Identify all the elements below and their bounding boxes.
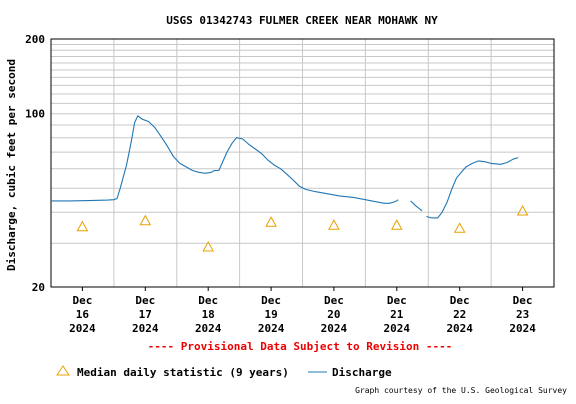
x-axis-ticks: Dec 16 2024 Dec 17 2024 Dec 18 2024 Dec 19 2024 Dec 2… [69, 287, 536, 335]
chart-title: USGS 01342743 FULMER CREEK NEAR MOHAWK N… [166, 14, 438, 27]
x-tick-label: Dec 16 2024 [69, 294, 96, 335]
median-triangle-marker [328, 219, 340, 230]
legend-median-label: Median daily statistic (9 years) [77, 366, 289, 379]
median-triangle-marker [265, 216, 277, 227]
x-tick-label: Dec 21 2024 [384, 294, 411, 335]
x-tick-label: Dec 20 2024 [321, 294, 348, 335]
y-axis-label: Discharge, cubic feet per second [5, 59, 18, 271]
x-tick-label: Dec 19 2024 [258, 294, 285, 335]
y-tick-label: 20 [32, 281, 45, 294]
y-tick-label: 200 [25, 33, 45, 46]
discharge-line [426, 157, 519, 219]
provisional-notice: ---- Provisional Data Subject to Revisio… [148, 340, 453, 353]
x-tick-label: Dec 22 2024 [446, 294, 473, 335]
usgs-credit: Graph courtesy of the U.S. Geological Su… [355, 386, 567, 395]
y-tick-label: 100 [25, 108, 45, 121]
legend-discharge-label: Discharge [332, 366, 392, 379]
grid-lines [51, 39, 554, 287]
median-triangle-marker [453, 222, 466, 233]
discharge-line [51, 115, 399, 204]
median-triangle-marker [390, 219, 403, 230]
x-tick-label: Dec 18 2024 [195, 294, 222, 335]
discharge-line [410, 200, 423, 212]
median-triangle-marker [202, 240, 215, 252]
median-triangle-marker [76, 220, 89, 232]
median-triangle-marker [516, 204, 529, 216]
median-markers [76, 204, 529, 252]
discharge-series [51, 115, 519, 219]
plot-frame [50, 38, 555, 288]
x-tick-label: Dec 17 2024 [132, 294, 159, 335]
legend: Median daily statistic (9 years) Dischar… [56, 365, 392, 379]
median-triangle-marker [139, 214, 152, 226]
legend-median-triangle-icon [56, 365, 70, 376]
y-axis-ticks: 20 100 200 [25, 33, 45, 294]
x-tick-label: Dec 23 2024 [509, 294, 536, 335]
